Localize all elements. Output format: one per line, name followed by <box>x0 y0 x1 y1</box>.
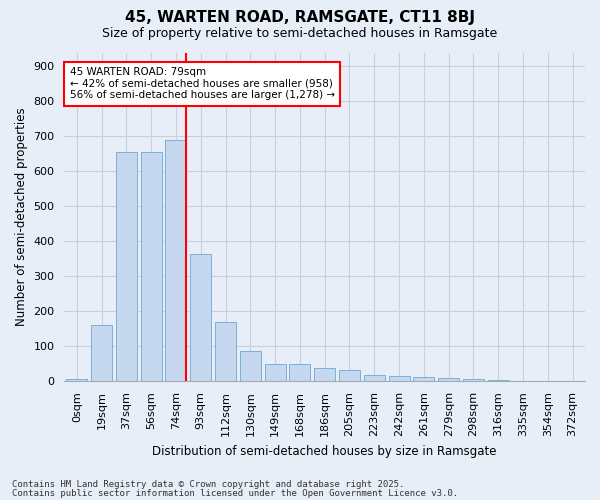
Bar <box>463 378 484 382</box>
Bar <box>289 364 310 382</box>
Bar <box>190 254 211 382</box>
Text: Contains public sector information licensed under the Open Government Licence v3: Contains public sector information licen… <box>12 489 458 498</box>
Bar <box>314 368 335 382</box>
Bar <box>413 377 434 382</box>
Bar <box>166 140 187 382</box>
Bar <box>91 326 112 382</box>
Y-axis label: Number of semi-detached properties: Number of semi-detached properties <box>15 108 28 326</box>
Bar <box>215 322 236 382</box>
Bar <box>364 376 385 382</box>
Bar <box>438 378 459 382</box>
Text: Contains HM Land Registry data © Crown copyright and database right 2025.: Contains HM Land Registry data © Crown c… <box>12 480 404 489</box>
Text: 45 WARTEN ROAD: 79sqm
← 42% of semi-detached houses are smaller (958)
56% of sem: 45 WARTEN ROAD: 79sqm ← 42% of semi-deta… <box>70 68 335 100</box>
Bar <box>140 152 162 382</box>
Text: Size of property relative to semi-detached houses in Ramsgate: Size of property relative to semi-detach… <box>103 28 497 40</box>
X-axis label: Distribution of semi-detached houses by size in Ramsgate: Distribution of semi-detached houses by … <box>152 444 497 458</box>
Bar <box>116 152 137 382</box>
Bar <box>339 370 360 382</box>
Bar <box>66 378 88 382</box>
Bar <box>389 376 410 382</box>
Bar <box>265 364 286 382</box>
Bar <box>488 380 509 382</box>
Text: 45, WARTEN ROAD, RAMSGATE, CT11 8BJ: 45, WARTEN ROAD, RAMSGATE, CT11 8BJ <box>125 10 475 25</box>
Bar <box>240 350 261 382</box>
